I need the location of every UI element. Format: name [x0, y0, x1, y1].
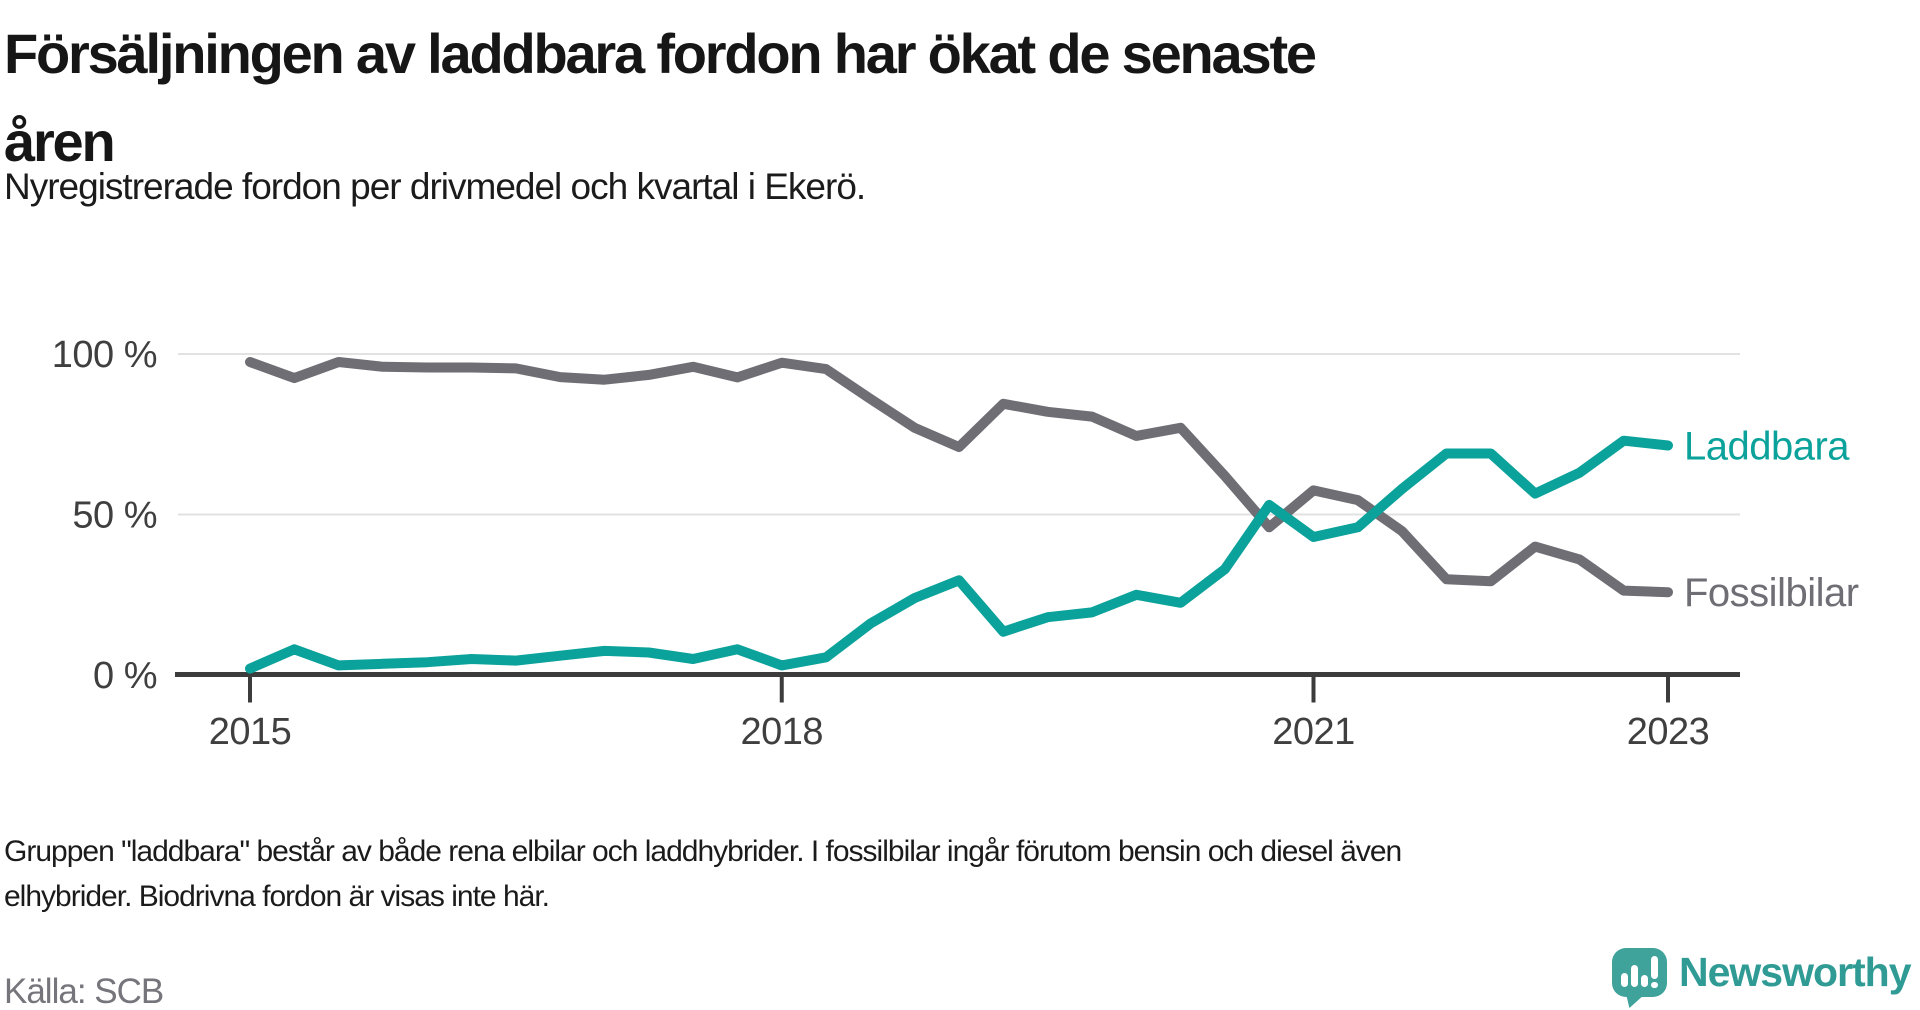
x-tick-label-2015: 2015: [209, 711, 292, 753]
y-tick-label-0: 0 %: [93, 655, 157, 697]
x-tick-label-2023: 2023: [1627, 711, 1710, 753]
y-tick-label-50: 50 %: [72, 495, 157, 537]
speech-bubble-bar-chart-icon: [1612, 948, 1667, 1008]
logo-wordmark: Newsworthy: [1679, 949, 1911, 995]
newsworthy-logo: Newsworthy: [1612, 948, 1911, 1008]
series-line-laddbara: [245, 435, 1673, 674]
source-label: Källa: SCB: [4, 972, 164, 1010]
series-label-fossilbilar: Fossilbilar: [1684, 571, 1859, 615]
footnote-line-2: elhybrider. Biodrivna fordon är visas in…: [4, 880, 550, 913]
chart-subtitle: Nyregistrerade fordon per drivmedel och …: [4, 166, 866, 207]
series-line-fossilbilar: [245, 357, 1673, 598]
x-tick-label-2021: 2021: [1272, 711, 1355, 753]
chart-footnote: Gruppen "laddbara" består av både rena e…: [4, 829, 1884, 919]
series-label-laddbara: Laddbara: [1684, 424, 1850, 468]
page-title: Försäljningen av laddbara fordon har öka…: [4, 10, 1564, 186]
title-line-1: Försäljningen av laddbara fordon har öka…: [4, 22, 1317, 85]
title-line-2: åren: [4, 110, 116, 173]
y-tick-label-100: 100 %: [52, 334, 157, 376]
footnote-line-1: Gruppen "laddbara" består av både rena e…: [4, 835, 1402, 868]
x-tick-label-2018: 2018: [740, 711, 823, 753]
